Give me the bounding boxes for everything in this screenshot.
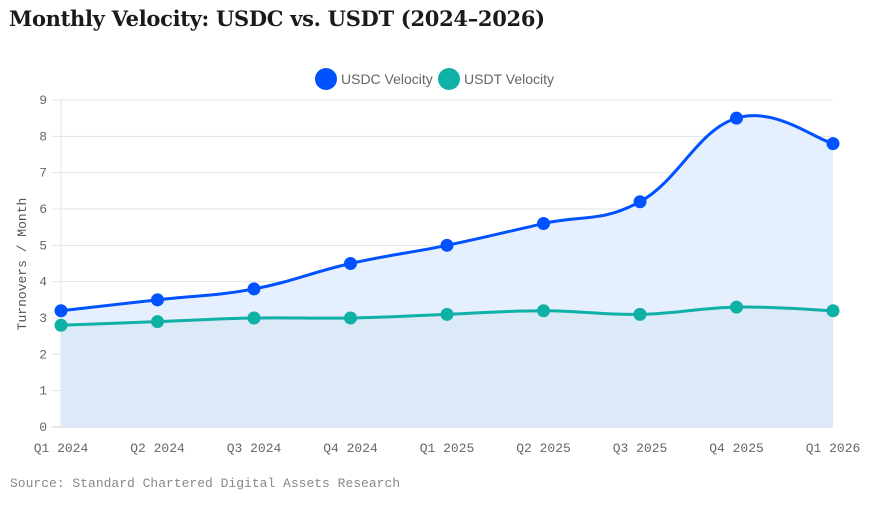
data-point-usdc[interactable]: [826, 137, 840, 151]
y-tick-label: 7: [39, 166, 47, 181]
x-axis-ticks: Q1 2024 Q2 2024 Q3 2024 Q4 2024 Q1 2025 Q2 20…: [34, 441, 861, 456]
data-point-usdt[interactable]: [344, 311, 357, 325]
series-area-usdt: [61, 307, 833, 427]
data-point-usdt[interactable]: [730, 300, 743, 314]
data-point-usdc[interactable]: [730, 111, 743, 125]
legend-item-usdt[interactable]: USDT Velocity: [438, 68, 554, 90]
x-tick-label: Q3 2025: [613, 441, 668, 456]
chart-title: Monthly Velocity: USDC vs. USDT (2024–20…: [9, 6, 545, 31]
legend-swatch: [438, 68, 460, 90]
data-point-usdt[interactable]: [440, 307, 454, 321]
y-tick-label: 3: [39, 311, 47, 326]
source-note: Source: Standard Chartered Digital Asset…: [10, 476, 401, 491]
data-point-usdt[interactable]: [151, 315, 164, 329]
y-axis-ticks: 0 1 2 3 4 5 6 7 8 9: [39, 93, 47, 435]
y-tick-label: 0: [39, 420, 47, 435]
x-tick-label: Q2 2025: [516, 441, 571, 456]
data-point-usdc[interactable]: [537, 217, 550, 231]
legend: USDC Velocity USDT Velocity: [315, 68, 554, 90]
data-point-usdt[interactable]: [826, 304, 840, 318]
x-tick-label: Q2 2024: [130, 441, 185, 456]
data-point-usdt[interactable]: [247, 311, 261, 325]
x-tick-label: Q1 2024: [34, 441, 89, 456]
data-point-usdc[interactable]: [440, 238, 454, 252]
legend-swatch: [315, 68, 337, 90]
y-axis-label: Turnovers / Month: [15, 198, 30, 331]
data-point-usdc[interactable]: [54, 304, 68, 318]
x-tick-label: Q4 2025: [709, 441, 764, 456]
y-tick-label: 9: [39, 93, 47, 108]
y-tick-label: 8: [39, 129, 47, 144]
legend-label: USDT Velocity: [464, 71, 554, 87]
legend-label: USDC Velocity: [341, 71, 433, 87]
data-point-usdc[interactable]: [247, 282, 261, 296]
x-tick-label: Q3 2024: [227, 441, 282, 456]
x-tick-label: Q1 2025: [420, 441, 475, 456]
x-tick-label: Q4 2024: [323, 441, 378, 456]
series-areas: [61, 115, 833, 427]
y-tick-label: 2: [39, 347, 47, 362]
data-point-usdc[interactable]: [633, 195, 647, 209]
x-tick-label: Q1 2026: [806, 441, 861, 456]
data-point-usdc[interactable]: [151, 293, 164, 307]
legend-item-usdc[interactable]: USDC Velocity: [315, 68, 433, 90]
y-tick-label: 1: [39, 384, 47, 399]
data-point-usdt[interactable]: [537, 304, 550, 318]
data-point-usdc[interactable]: [344, 257, 357, 270]
data-point-usdt[interactable]: [633, 307, 647, 321]
y-tick-label: 5: [39, 238, 47, 253]
series-points: [54, 111, 840, 332]
y-tick-label: 4: [39, 275, 47, 290]
data-point-usdt[interactable]: [54, 318, 68, 332]
y-tick-label: 6: [39, 202, 47, 217]
